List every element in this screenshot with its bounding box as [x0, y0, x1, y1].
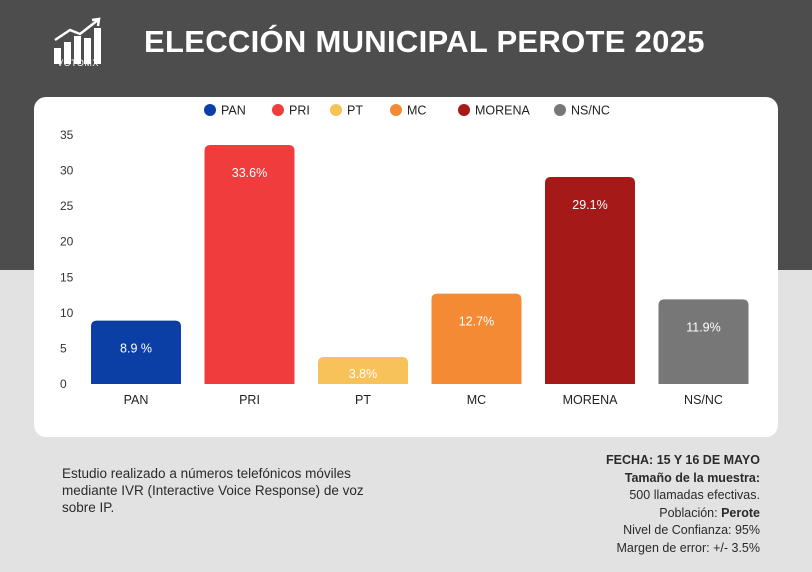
x-tick-label: MORENA	[563, 393, 619, 407]
bar-pt	[318, 356, 408, 384]
bar-mc	[431, 293, 522, 384]
x-tick-label: MC	[467, 393, 486, 407]
x-tick-label: PRI	[239, 393, 260, 407]
bar-value-label: 33.6%	[232, 166, 267, 180]
legend-swatch	[458, 104, 470, 116]
x-tick-label: NS/NC	[684, 393, 723, 407]
population-value: Perote	[721, 505, 760, 520]
confidence-level: Nivel de Confianza: 95%	[623, 523, 760, 537]
y-tick-label: 30	[60, 164, 74, 178]
legend-label: NS/NC	[571, 104, 610, 118]
bar-chart: 0 5 10 15 20 25 30 35 PAN PRI PT MC MORENA NS/NC 8.9 %…	[60, 104, 749, 407]
legend-label: PAN	[221, 104, 246, 118]
x-tick-label: PT	[355, 393, 371, 407]
legend-label: PRI	[289, 104, 310, 118]
study-details: FECHA: 15 Y 16 DE MAYO Tamaño de la mues…	[460, 452, 760, 557]
bar-morena	[545, 176, 635, 384]
legend-swatch	[272, 104, 284, 116]
bar-value-label: 29.1%	[572, 198, 607, 212]
legend-swatch	[204, 104, 216, 116]
legend-swatch	[554, 104, 566, 116]
survey-date: FECHA: 15 Y 16 DE MAYO	[606, 453, 760, 467]
population-line: Población: Perote	[460, 505, 760, 523]
chart-card: 0 5 10 15 20 25 30 35 PAN PRI PT MC MORENA NS/NC 8.9 %…	[34, 97, 778, 437]
bar-value-label: 3.8%	[349, 367, 378, 381]
y-tick-label: 5	[60, 341, 67, 355]
sample-value: 500 llamadas efectivas.	[629, 488, 760, 502]
y-tick-label: 0	[60, 377, 67, 391]
y-tick-label: 10	[60, 306, 74, 320]
y-tick-label: 35	[60, 128, 74, 142]
brand-name: VOTOMX	[57, 58, 99, 68]
legend-label: MORENA	[475, 104, 531, 118]
bar-value-label: 12.7%	[459, 315, 494, 329]
y-tick-label: 25	[60, 199, 74, 213]
y-tick-label: 15	[60, 270, 74, 284]
bar-pan	[91, 320, 181, 384]
study-note: Estudio realizado a números telefónicos …	[62, 466, 364, 515]
legend-label: PT	[347, 104, 363, 118]
legend-swatch	[330, 104, 342, 116]
bar-value-label: 8.9 %	[120, 342, 152, 356]
margin-of-error: Margen de error: +/- 3.5%	[616, 540, 760, 555]
bar-chart-logo-icon	[54, 17, 101, 64]
population-label: Población:	[659, 505, 718, 520]
y-tick-label: 20	[60, 235, 74, 249]
bar-pri	[204, 144, 295, 384]
page-title: ELECCIÓN MUNICIPAL PEROTE 2025	[144, 24, 705, 59]
legend-label: MC	[407, 104, 426, 118]
sample-label: Tamaño de la muestra:	[624, 470, 760, 485]
legend-swatch	[390, 104, 402, 116]
bar-value-label: 11.9%	[686, 320, 721, 334]
x-tick-label: PAN	[124, 393, 149, 407]
bar-nsnc	[658, 299, 749, 384]
